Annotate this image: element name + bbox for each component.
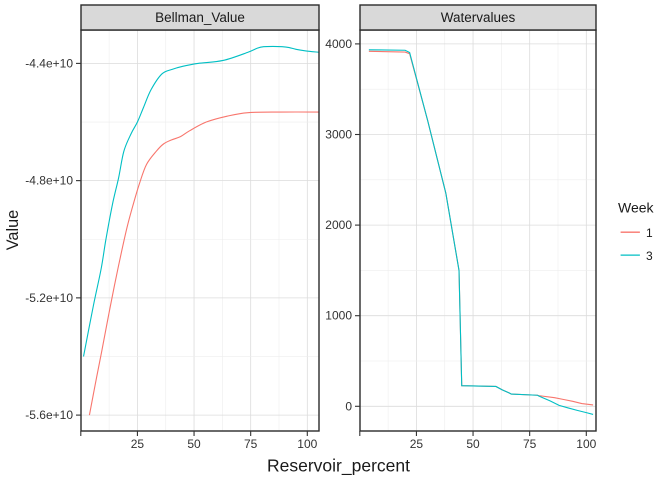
svg-text:100: 100 [297, 437, 317, 451]
svg-text:1: 1 [646, 226, 653, 240]
svg-text:4000: 4000 [325, 37, 352, 51]
svg-text:-4.4e+10: -4.4e+10 [25, 56, 73, 70]
svg-text:-5.2e+10: -5.2e+10 [25, 291, 73, 305]
svg-text:50: 50 [466, 437, 480, 451]
svg-text:25: 25 [131, 437, 145, 451]
svg-text:75: 75 [244, 437, 258, 451]
svg-text:Value: Value [4, 210, 22, 250]
svg-text:50: 50 [187, 437, 201, 451]
svg-text:1000: 1000 [325, 309, 352, 323]
svg-text:Watervalues: Watervalues [441, 10, 516, 25]
svg-text:0: 0 [345, 399, 352, 413]
svg-text:3: 3 [646, 249, 653, 263]
svg-text:75: 75 [523, 437, 537, 451]
svg-text:Reservoir_percent: Reservoir_percent [267, 456, 410, 477]
svg-text:25: 25 [410, 437, 424, 451]
svg-text:-4.8e+10: -4.8e+10 [25, 174, 73, 188]
svg-text:100: 100 [576, 437, 596, 451]
svg-text:2000: 2000 [325, 218, 352, 232]
svg-text:Week: Week [618, 200, 655, 216]
svg-text:Bellman_Value: Bellman_Value [155, 10, 245, 25]
svg-text:-5.6e+10: -5.6e+10 [25, 408, 73, 422]
svg-text:3000: 3000 [325, 128, 352, 142]
